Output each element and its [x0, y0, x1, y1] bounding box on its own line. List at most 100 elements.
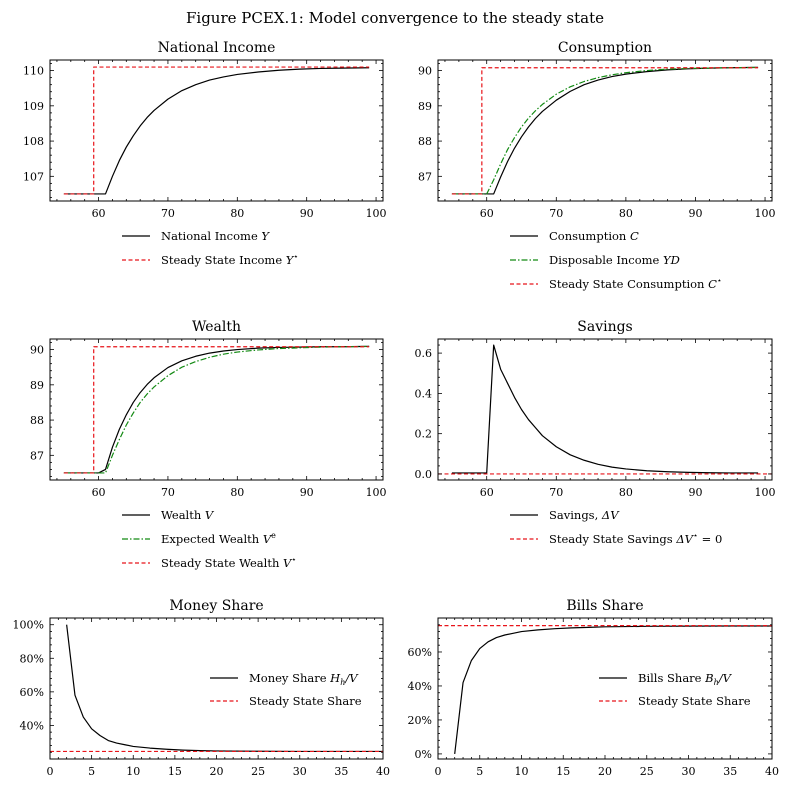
chart-income-xtick-label: 90: [300, 207, 314, 220]
chart-savings-legend-1-label-tail: = 0: [698, 532, 722, 546]
chart-wealth-xtick-label: 80: [230, 486, 244, 499]
chart-consumption-xtick-label: 60: [480, 207, 494, 220]
chart-savings-xtick-label: 60: [480, 486, 494, 499]
chart-bills_share-legend-0-label-symbol: B: [704, 671, 713, 685]
chart-bills_share-xtick-label: 25: [640, 765, 654, 778]
chart-money_share-legend: Money Share Hh/V Steady State Share: [210, 671, 362, 708]
chart-savings-ytick-label: 0.0: [415, 468, 433, 481]
chart-consumption-ytick-label: 88: [418, 135, 432, 148]
chart-income-xtick-label: 100: [366, 207, 387, 220]
chart-income-ytick-label: 107: [23, 170, 44, 183]
chart-wealth-xtick-label: 90: [300, 486, 314, 499]
chart-money_share-series-0: [66, 624, 383, 753]
chart-wealth-legend-1-label-superscript: e: [271, 531, 276, 540]
chart-wealth-legend-label-0: Wealth V: [161, 508, 215, 522]
chart-bills_share-xtick-label: 40: [765, 765, 779, 778]
chart-money_share-xtick-label: 0: [47, 765, 54, 778]
chart-savings-xtick-label: 90: [688, 486, 702, 499]
chart-bills_share-xtick-label: 10: [515, 765, 529, 778]
chart-bills_share-xtick-label: 0: [435, 765, 442, 778]
chart-bills_share: Bills Share 0 5 10 15 20 25 30 35 40 0% 20% 40% 60% Bi…: [408, 598, 779, 778]
chart-wealth-legend-1-label-symbol: V: [263, 532, 273, 546]
chart-money_share-xtick-label: 20: [210, 765, 224, 778]
chart-savings-legend-0-label-symbol: ΔV: [601, 508, 620, 522]
chart-wealth-frame: [49, 338, 384, 481]
chart-wealth-series-2: [63, 346, 370, 474]
chart-wealth-legend-1-label-main: Expected Wealth: [161, 532, 263, 546]
chart-bills_share-xtick-label: 20: [598, 765, 612, 778]
chart-savings-frame: [437, 338, 773, 481]
chart-money_share-xtick-label: 35: [334, 765, 348, 778]
chart-income-xtick-label: 80: [230, 207, 244, 220]
chart-bills_share-legend-0-label-main: Bills Share: [638, 671, 705, 685]
chart-money_share-xtick-label: 10: [126, 765, 140, 778]
chart-money_share-ytick-label: 40%: [20, 719, 44, 732]
chart-money_share-xtick-label: 25: [251, 765, 265, 778]
chart-money_share-ytick-label: 80%: [20, 652, 44, 665]
chart-wealth-title: Wealth: [192, 319, 241, 335]
chart-bills_share-title: Bills Share: [566, 598, 643, 614]
chart-income-legend-1-label-symbol: Y: [286, 253, 295, 267]
chart-consumption-ytick-label: 89: [418, 100, 432, 113]
chart-bills_share-xtick-label: 15: [556, 765, 570, 778]
chart-bills_share-ytick-label: 0%: [415, 748, 432, 761]
chart-wealth-legend-2-label-symbol: V: [283, 556, 293, 570]
chart-savings-xtick-label: 100: [755, 486, 776, 499]
chart-bills_share-legend: Bills Share Bh/V Steady State Share: [599, 671, 751, 708]
chart-wealth-xtick-label: 60: [92, 486, 106, 499]
chart-bills_share-series-0: [454, 625, 772, 754]
chart-savings-ytick-label: 0.6: [415, 347, 433, 360]
chart-savings-legend-label-0: Savings, ΔV: [549, 508, 620, 522]
chart-money_share-legend-0-label-main: Money Share: [249, 671, 330, 685]
chart-consumption-legend-1-label-symbol: YD: [663, 253, 680, 267]
chart-income: National Income 60 70 80 90 100 107 108 109 110 Na…: [23, 40, 387, 267]
chart-money_share-xtick-label: 5: [88, 765, 95, 778]
chart-consumption-legend-label-2: Steady State Consumption C⋆: [549, 276, 722, 291]
chart-wealth-series-1: [63, 345, 370, 474]
chart-consumption-legend-2-label-main: Steady State Consumption: [549, 277, 708, 291]
chart-consumption-legend-0-label-symbol: C: [630, 229, 639, 243]
chart-consumption-legend-2-label-superscript: ⋆: [717, 276, 722, 285]
chart-money_share-legend-label-1: Steady State Share: [249, 694, 362, 708]
chart-consumption-legend: Consumption C Disposable Income YD Steady …: [510, 229, 722, 291]
chart-wealth-legend-0-label-main: Wealth: [161, 508, 205, 522]
chart-wealth-legend-2-label-main: Steady State Wealth: [161, 556, 283, 570]
chart-consumption-ytick-label: 87: [418, 170, 432, 183]
chart-income-legend-label-1: Steady State Income Y⋆: [161, 252, 298, 267]
chart-consumption-xtick-label: 90: [688, 207, 702, 220]
chart-consumption-legend-label-0: Consumption C: [549, 229, 639, 243]
chart-money_share: Money Share 0 5 10 15 20 25 30 35 40 40% 60% 80% 100%…: [13, 598, 390, 778]
chart-money_share-ytick-label: 60%: [20, 686, 44, 699]
chart-consumption: Consumption 60 70 80 90 100 87 88 89 90 Consumptio…: [418, 40, 776, 291]
chart-income-frame: [49, 59, 384, 202]
chart-savings-legend-label-1: Steady State Savings ΔV⋆ = 0: [549, 531, 722, 546]
chart-money_share-legend-label-0: Money Share Hh/V: [249, 671, 359, 687]
chart-wealth-xtick-label: 70: [161, 486, 175, 499]
chart-income-series-0: [63, 67, 370, 195]
chart-income-legend-1-label-superscript: ⋆: [293, 252, 298, 261]
chart-wealth-legend-label-2: Steady State Wealth V⋆: [161, 555, 296, 570]
chart-savings-legend-0-label-main: Savings,: [549, 508, 602, 522]
chart-consumption-title: Consumption: [558, 40, 652, 56]
chart-savings-ytick-label: 0.2: [415, 428, 433, 441]
chart-consumption-legend-0-label-main: Consumption: [549, 229, 630, 243]
chart-money_share-legend-0-label-subscript: h: [340, 678, 345, 687]
chart-consumption-ytick-label: 90: [418, 65, 432, 78]
chart-savings-title: Savings: [577, 319, 633, 335]
chart-bills_share-xtick-label: 30: [682, 765, 696, 778]
chart-bills_share-legend-label-1: Steady State Share: [638, 694, 751, 708]
chart-consumption-series-1: [451, 66, 759, 195]
chart-wealth-ytick-label: 90: [30, 344, 44, 357]
chart-consumption-xtick-label: 100: [755, 207, 776, 220]
chart-consumption-series-2: [451, 67, 759, 195]
chart-bills_share-xtick-label: 35: [723, 765, 737, 778]
chart-consumption-legend-1-label-main: Disposable Income: [549, 253, 663, 267]
chart-bills_share-ytick-label: 40%: [408, 680, 432, 693]
chart-savings-legend-1-label-symbol: ΔV: [675, 532, 694, 546]
chart-wealth-legend-2-label-superscript: ⋆: [291, 555, 296, 564]
chart-bills_share-legend-0-label-subscript: h: [714, 678, 719, 687]
